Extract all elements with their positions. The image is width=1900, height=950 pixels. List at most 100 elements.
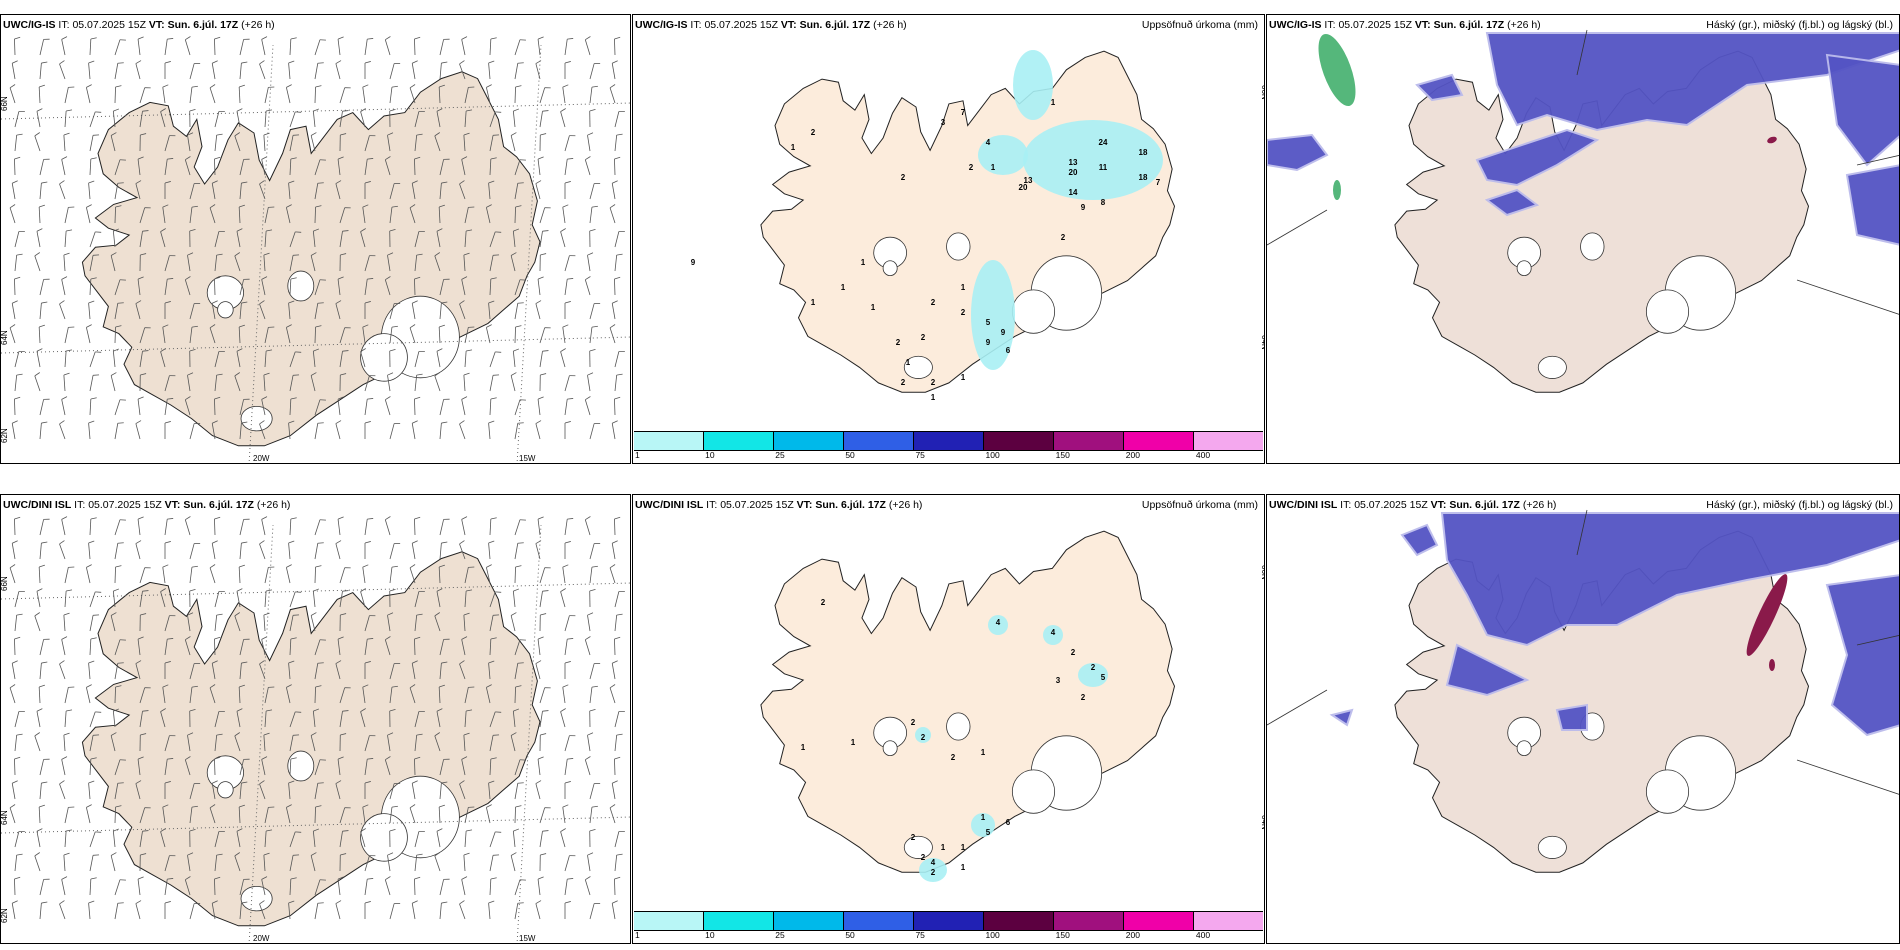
wind-barb — [89, 637, 97, 656]
wind-barb — [14, 350, 25, 368]
wind-barb — [59, 660, 66, 680]
colorbar-swatch — [844, 912, 914, 930]
wind-barb — [611, 900, 618, 920]
wind-barb — [89, 374, 100, 392]
wind-barb — [164, 638, 174, 656]
wind-barb — [564, 278, 574, 296]
wind-barb — [209, 204, 216, 224]
wind-barb — [184, 756, 191, 776]
precip-area — [978, 135, 1028, 175]
wind-barb — [39, 661, 48, 680]
precip-value: 1 — [791, 143, 796, 152]
cloud-map — [1267, 29, 1899, 393]
precip-value: 1 — [961, 843, 966, 852]
wind-barb — [310, 732, 317, 752]
wind-barb — [339, 350, 349, 368]
precip-value: 1 — [841, 283, 846, 292]
precip-value: 2 — [911, 718, 916, 727]
wind-barb — [211, 780, 218, 800]
wind-barb — [589, 228, 596, 248]
wind-barb — [339, 567, 351, 584]
wind-barb — [11, 900, 18, 920]
wind-barb — [486, 684, 492, 704]
wind-barb — [389, 108, 396, 128]
wind-barb — [539, 590, 549, 608]
wind-barb — [61, 516, 68, 536]
wind-barb — [88, 420, 95, 440]
glacier — [882, 260, 898, 277]
wind-barb — [489, 37, 497, 56]
wind-barb — [114, 205, 122, 224]
precip-value: 1 — [811, 298, 816, 307]
wind-barb — [289, 254, 300, 272]
wind-barb — [61, 156, 68, 176]
wind-barb — [360, 228, 366, 248]
wind-barb — [510, 132, 517, 152]
wind-barb — [209, 324, 216, 344]
wind-barb — [314, 639, 326, 656]
cloud-title: Háský (gr.), miðský (fj.bl.) og lágský (… — [1706, 19, 1893, 31]
wind-barb — [589, 663, 601, 680]
wind-barb — [614, 636, 621, 656]
precip-area — [919, 858, 947, 882]
wind-barb — [162, 324, 169, 344]
wind-barb — [414, 230, 425, 248]
precip-value: 7 — [1156, 178, 1161, 187]
model-name: UWC/DINI ISL — [3, 499, 72, 511]
wind-barb — [89, 37, 97, 56]
wind-barb — [614, 36, 621, 56]
wind-barb — [11, 780, 18, 800]
colorbar-tick: 25 — [775, 930, 785, 940]
wind-barb — [11, 420, 18, 440]
wind-barb — [384, 276, 391, 296]
wind-barb — [264, 229, 273, 248]
wind-barb — [439, 278, 450, 296]
wind-barb — [289, 157, 297, 176]
wind-barb — [189, 63, 201, 80]
wind-panel-top: UWC/IG-IS IT: 05.07.2025 15Z VT: Sun. 6.… — [0, 14, 631, 464]
wind-barb — [11, 300, 18, 320]
colorbar-swatch — [984, 432, 1054, 450]
wind-barb — [611, 300, 618, 320]
wind-barb — [239, 181, 248, 200]
precip-value: 4 — [1051, 628, 1056, 637]
wind-barb — [414, 133, 423, 152]
wind-barb — [310, 372, 317, 392]
wind-barb — [14, 733, 23, 752]
precip-value: 2 — [1071, 648, 1076, 657]
wind-barb — [611, 540, 618, 560]
wind-barb — [514, 879, 526, 896]
wind-barb — [389, 63, 401, 80]
wind-barb — [489, 734, 500, 752]
wind-barb — [314, 279, 326, 296]
wind-barb — [537, 756, 544, 776]
wind-barb — [611, 60, 618, 80]
wind-barb — [164, 38, 174, 56]
projection-line — [1856, 155, 1899, 166]
wind-barb — [364, 735, 376, 752]
wind-barb — [614, 350, 625, 368]
wind-barb — [488, 300, 495, 320]
wind-barb — [489, 397, 497, 416]
wind-barb — [564, 615, 576, 632]
wind-barb — [9, 204, 16, 224]
wind-barb — [135, 900, 142, 920]
wind-barb — [364, 781, 371, 799]
wind-barb — [164, 255, 176, 272]
wind-barb — [14, 276, 21, 296]
wind-barb — [488, 660, 495, 680]
wind-barb — [64, 349, 73, 368]
wind-barb — [184, 396, 191, 416]
wind-barb — [364, 135, 376, 152]
glacier — [240, 405, 273, 432]
wind-barb — [137, 876, 144, 896]
wind-barb — [339, 230, 349, 248]
precip-value: 20 — [1019, 183, 1028, 192]
wind-barb — [263, 252, 270, 272]
wind-barb — [439, 661, 448, 680]
wind-barb — [510, 372, 517, 392]
glacier — [1516, 740, 1532, 757]
wind-barb — [184, 876, 191, 896]
wind-barb — [239, 901, 248, 920]
wind-barb — [564, 901, 571, 919]
